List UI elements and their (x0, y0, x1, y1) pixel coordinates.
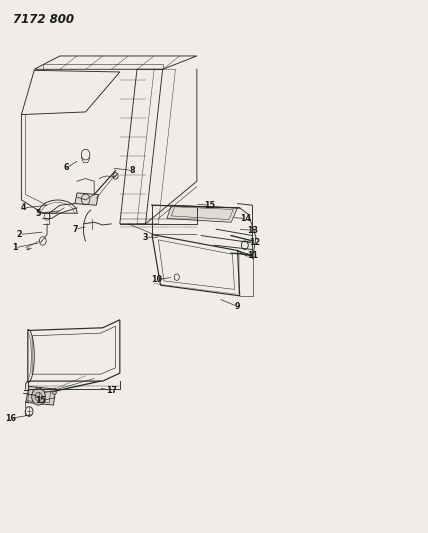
Polygon shape (26, 386, 56, 405)
Text: 2: 2 (16, 230, 22, 239)
Text: 7172 800: 7172 800 (13, 13, 74, 26)
Circle shape (32, 388, 45, 405)
Text: 6: 6 (64, 164, 69, 172)
Text: 9: 9 (235, 302, 240, 311)
Text: 5: 5 (36, 209, 41, 217)
Text: 14: 14 (241, 214, 252, 223)
Text: 13: 13 (247, 226, 258, 235)
Circle shape (52, 388, 57, 394)
Text: 15: 15 (204, 201, 215, 209)
Text: 17: 17 (106, 386, 117, 394)
Text: 12: 12 (249, 238, 260, 247)
Text: 16: 16 (5, 414, 16, 423)
Text: 15: 15 (35, 397, 46, 405)
Text: 4: 4 (21, 204, 26, 212)
Text: 8: 8 (130, 166, 136, 175)
Polygon shape (167, 205, 238, 222)
Polygon shape (75, 193, 98, 205)
Text: 10: 10 (151, 276, 162, 284)
Text: 7: 7 (72, 225, 77, 233)
Text: 3: 3 (143, 233, 148, 241)
Text: 1: 1 (12, 244, 18, 252)
Text: 11: 11 (247, 252, 258, 260)
